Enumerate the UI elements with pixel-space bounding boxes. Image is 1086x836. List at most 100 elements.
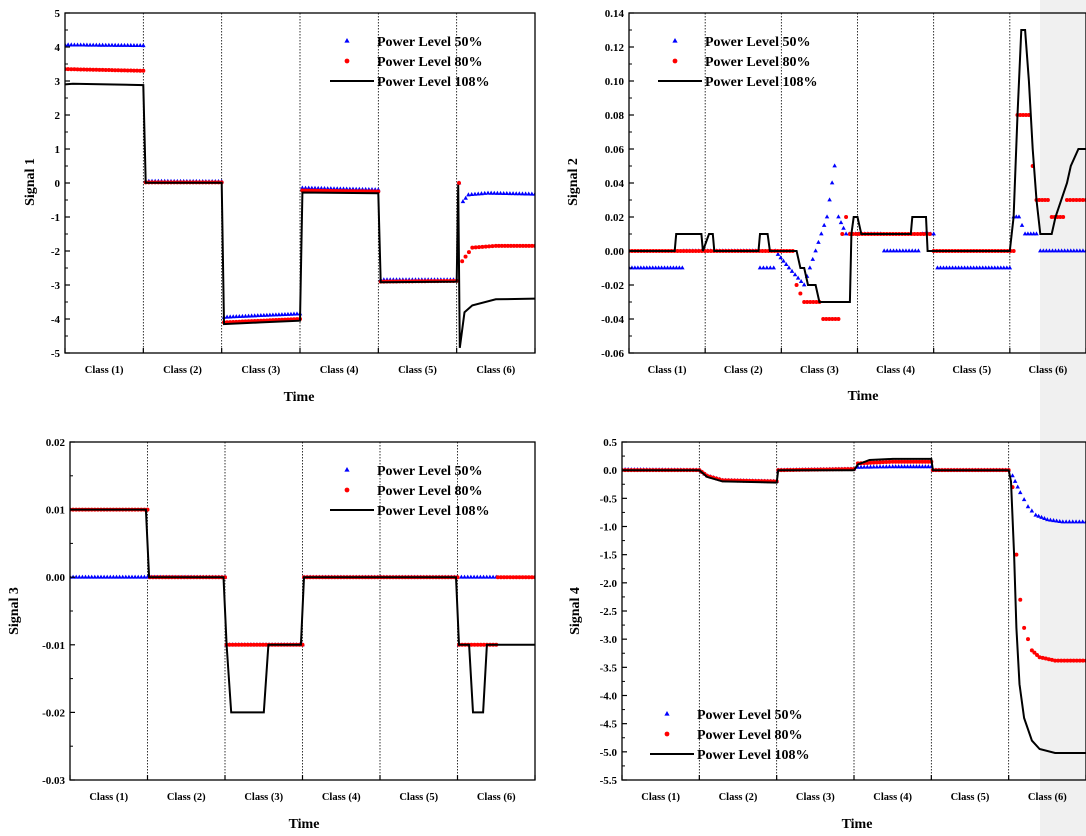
marker-50 bbox=[460, 199, 466, 204]
marker-50 bbox=[510, 191, 516, 196]
marker-50 bbox=[816, 239, 821, 244]
marker-50 bbox=[331, 186, 337, 191]
x-category-label: Class (4) bbox=[322, 792, 361, 803]
marker-80 bbox=[1077, 198, 1082, 202]
marker-80 bbox=[1040, 655, 1045, 660]
marker-50 bbox=[995, 265, 1001, 270]
marker-80 bbox=[230, 642, 235, 647]
chart-signal-1: -5 -4 -3 -2 -1 0 1 2 3 4 5 Class (1) Class (2) Class … bbox=[23, 8, 536, 405]
marker-80 bbox=[833, 317, 838, 321]
plot-area: -0.06 -0.04 -0.02 0.00 0.02 0.04 0.06 0.08 0.10 0… bbox=[601, 8, 1086, 376]
legend: Power Level 50% Power Level 80% Power Le… bbox=[330, 464, 490, 519]
marker-50 bbox=[871, 464, 876, 469]
marker-80 bbox=[874, 460, 879, 465]
marker-50 bbox=[73, 574, 79, 579]
marker-50 bbox=[1047, 248, 1052, 253]
marker-50 bbox=[89, 574, 94, 579]
x-category-label: Class (6) bbox=[476, 365, 515, 376]
marker-80 bbox=[472, 642, 477, 647]
marker-50 bbox=[832, 163, 837, 168]
marker-80 bbox=[902, 459, 907, 464]
marker-50 bbox=[264, 312, 270, 317]
marker-50 bbox=[1057, 518, 1062, 523]
marker-80 bbox=[814, 300, 819, 304]
legend-symbol-50 bbox=[344, 38, 350, 43]
marker-50 bbox=[911, 464, 916, 469]
marker-50 bbox=[888, 248, 893, 253]
marker-80 bbox=[905, 459, 910, 464]
marker-50 bbox=[80, 574, 85, 579]
x-category-label: Class (2) bbox=[167, 792, 206, 803]
marker-50 bbox=[998, 265, 1004, 270]
marker-50 bbox=[134, 42, 140, 48]
marker-50 bbox=[903, 248, 909, 253]
marker-80 bbox=[1035, 652, 1040, 657]
marker-50 bbox=[112, 42, 118, 47]
marker-50 bbox=[224, 314, 230, 319]
marker-80 bbox=[1065, 658, 1070, 663]
marker-50 bbox=[1004, 265, 1010, 270]
marker-50 bbox=[865, 464, 870, 469]
marker-50 bbox=[1016, 214, 1022, 219]
marker-80 bbox=[827, 317, 832, 321]
marker-80 bbox=[78, 67, 83, 72]
legend-symbol-80 bbox=[344, 58, 350, 64]
marker-50 bbox=[821, 222, 827, 227]
marker-50 bbox=[485, 190, 491, 195]
marker-50 bbox=[468, 574, 474, 579]
marker-50 bbox=[935, 265, 940, 270]
marker-80 bbox=[481, 642, 486, 647]
plot-area: -5.5 -5.0 -4.5 -4.0 -3.5 -3.0 -2.5 -2.0 -1.5 -1.0… bbox=[600, 437, 1086, 803]
chart-signal-4: -5.5 -5.0 -4.5 -4.0 -3.5 -3.0 -2.5 -2.0 -1.5 -1.0… bbox=[568, 437, 1086, 832]
x-category-label: Class (1) bbox=[648, 365, 687, 376]
marker-50 bbox=[906, 248, 912, 253]
marker-50 bbox=[1031, 231, 1036, 236]
marker-50 bbox=[478, 574, 483, 579]
marker-50 bbox=[891, 248, 896, 253]
marker-80 bbox=[821, 317, 826, 321]
marker-80 bbox=[1040, 198, 1045, 202]
y-tick-label: 0.14 bbox=[605, 8, 625, 20]
marker-50 bbox=[472, 191, 478, 196]
marker-80 bbox=[514, 575, 519, 580]
marker-50 bbox=[319, 185, 324, 190]
x-axis-title: Time bbox=[848, 389, 879, 404]
marker-80 bbox=[473, 245, 478, 250]
marker-50 bbox=[234, 314, 239, 319]
marker-80 bbox=[254, 642, 259, 647]
x-category-label: Class (2) bbox=[163, 365, 202, 376]
marker-80 bbox=[1032, 650, 1037, 655]
marker-80 bbox=[920, 459, 925, 464]
marker-50 bbox=[490, 574, 496, 579]
legend: Power Level 50% Power Level 80% Power Le… bbox=[330, 35, 490, 90]
marker-50 bbox=[665, 265, 670, 270]
series-layer bbox=[65, 42, 535, 349]
marker-50 bbox=[270, 312, 276, 317]
marker-50 bbox=[977, 265, 982, 270]
legend-label-80: Power Level 80% bbox=[705, 55, 811, 70]
marker-50 bbox=[905, 464, 910, 469]
marker-50 bbox=[479, 191, 484, 196]
marker-50 bbox=[98, 574, 104, 579]
x-category-label: Class (2) bbox=[724, 365, 763, 376]
marker-80 bbox=[88, 67, 93, 72]
marker-50 bbox=[529, 191, 535, 196]
x-category-label: Class (5) bbox=[951, 792, 990, 803]
marker-50 bbox=[517, 191, 522, 196]
marker-50 bbox=[258, 313, 264, 318]
marker-50 bbox=[781, 258, 786, 263]
marker-50 bbox=[1065, 248, 1070, 253]
marker-80 bbox=[696, 249, 701, 253]
marker-50 bbox=[1067, 519, 1072, 524]
marker-80 bbox=[517, 243, 522, 248]
marker-80 bbox=[1024, 113, 1029, 117]
marker-50 bbox=[92, 574, 98, 579]
marker-80 bbox=[511, 575, 516, 580]
y-tick-label: 0.08 bbox=[605, 110, 625, 122]
x-category-label: Class (6) bbox=[1029, 365, 1068, 376]
marker-80 bbox=[1043, 656, 1048, 661]
marker-50 bbox=[881, 248, 887, 253]
marker-80 bbox=[675, 249, 680, 253]
marker-50 bbox=[1007, 265, 1013, 270]
y-tick-label: 0.5 bbox=[603, 437, 617, 449]
